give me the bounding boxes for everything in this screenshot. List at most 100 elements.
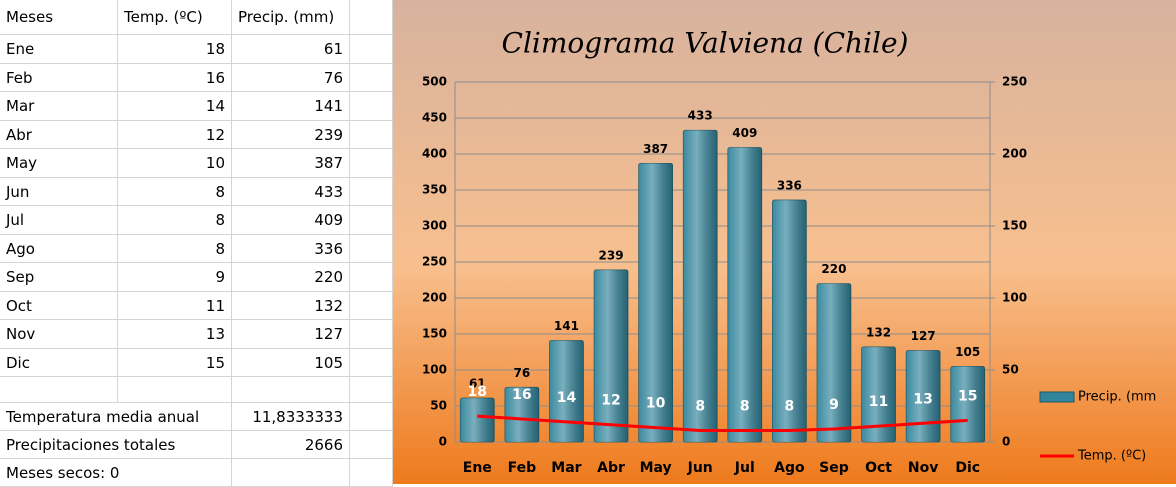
y-tick-label: 250	[422, 255, 447, 269]
bar-value-label: 132	[866, 325, 891, 339]
cell: 8	[118, 206, 232, 235]
bar-shine	[549, 340, 584, 442]
y-tick-label: 300	[422, 219, 447, 233]
line-value-label: 8	[695, 398, 705, 414]
cell	[350, 120, 393, 149]
bar-shine	[638, 163, 673, 443]
y-tick-label: 50	[430, 399, 447, 413]
cell: 16	[118, 63, 232, 92]
line-value-label: 18	[468, 384, 487, 400]
x-tick-label: Ene	[463, 460, 492, 476]
cell: 13	[118, 320, 232, 349]
bar-shine	[460, 398, 495, 442]
cell	[118, 403, 232, 431]
legend-label: Temp. (ºC)	[1077, 449, 1146, 464]
cell: 336	[232, 234, 350, 263]
line-value-label: 14	[557, 390, 577, 406]
x-tick-label: Oct	[865, 460, 892, 476]
cell: 14	[118, 92, 232, 121]
bar-value-label: 105	[955, 345, 980, 359]
cell	[350, 403, 393, 431]
bar-shine	[817, 283, 851, 442]
line-value-label: 11	[869, 394, 888, 410]
cell: May	[0, 149, 118, 178]
cell	[350, 431, 393, 459]
cell: Sep	[0, 263, 118, 292]
cell: Ago	[0, 234, 118, 263]
legend-label: Precip. (mm	[1078, 390, 1156, 405]
bar-value-label: 141	[554, 319, 579, 333]
cell: 105	[232, 348, 350, 377]
cell	[350, 177, 393, 206]
bar-value-label: 433	[688, 109, 713, 123]
cell: 10	[118, 149, 232, 178]
cell	[350, 320, 393, 349]
cell: 387	[232, 149, 350, 178]
summary-label: Meses secos: 0	[0, 459, 119, 487]
cell: 8	[118, 234, 232, 263]
cell	[350, 63, 393, 92]
x-tick-label: Ago	[774, 460, 805, 476]
line-value-label: 9	[829, 397, 839, 413]
cell	[350, 459, 393, 487]
cell: 76	[232, 63, 350, 92]
line-value-label: 10	[646, 396, 666, 412]
line-value-label: 8	[785, 398, 795, 414]
header-cell: Temp. (ºC)	[118, 0, 232, 35]
x-tick-label: Dic	[955, 460, 980, 476]
cell: Dic	[0, 348, 118, 377]
cell: Jul	[0, 206, 118, 235]
cell: 12	[118, 120, 232, 149]
x-tick-label: Jul	[734, 460, 755, 476]
bar-shine	[683, 130, 718, 443]
temp-line	[477, 414, 968, 432]
line-value-label: 16	[512, 387, 531, 403]
bar-shine	[594, 269, 628, 442]
cell: 141	[232, 92, 350, 121]
cell: Feb	[0, 63, 118, 92]
cell: 15	[118, 348, 232, 377]
y2-tick-label: 100	[1002, 291, 1027, 305]
y-tick-label: 100	[422, 363, 447, 377]
y-tick-label: 0	[439, 435, 447, 449]
bar-shine	[861, 346, 896, 442]
cell	[350, 263, 393, 292]
y-tick-label: 200	[422, 291, 447, 305]
cell	[350, 377, 393, 403]
line-value-label: 15	[958, 388, 977, 404]
cell	[350, 348, 393, 377]
cell: 61	[232, 35, 350, 64]
cell	[0, 377, 118, 403]
cell	[118, 377, 232, 403]
summary-value	[232, 459, 350, 487]
cell: Nov	[0, 320, 118, 349]
bar-value-label: 409	[732, 126, 757, 140]
bar-value-label: 76	[514, 366, 531, 380]
cell: 18	[118, 35, 232, 64]
cell: 433	[232, 177, 350, 206]
cell	[350, 92, 393, 121]
x-tick-label: May	[640, 460, 672, 476]
cell	[350, 234, 393, 263]
bar-value-label: 127	[911, 329, 936, 343]
bar-shine	[950, 366, 985, 442]
summary-value: 2666	[232, 431, 350, 459]
cell: Abr	[0, 120, 118, 149]
y2-tick-label: 250	[1002, 75, 1027, 89]
cell: 409	[232, 206, 350, 235]
cell: Oct	[0, 291, 118, 320]
y2-tick-label: 150	[1002, 219, 1027, 233]
bar-value-label: 336	[777, 179, 802, 193]
bar-value-label: 220	[821, 262, 846, 276]
x-tick-label: Sep	[819, 460, 849, 476]
x-tick-label: Feb	[508, 460, 537, 476]
legend-swatch	[1039, 391, 1075, 403]
cell: 239	[232, 120, 350, 149]
x-tick-label: Abr	[597, 460, 625, 476]
y-tick-label: 350	[422, 183, 447, 197]
y2-tick-label: 200	[1002, 147, 1027, 161]
cell: Jun	[0, 177, 118, 206]
cell: 8	[118, 177, 232, 206]
cell: 11	[118, 291, 232, 320]
